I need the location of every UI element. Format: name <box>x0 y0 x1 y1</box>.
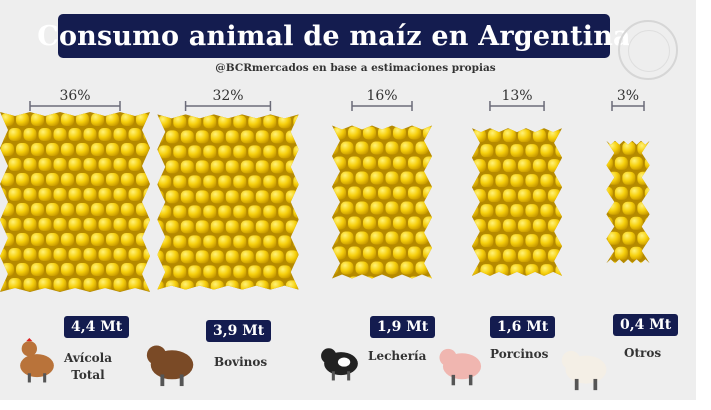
category-label-line: Bovinos <box>214 355 268 369</box>
corn-piece-2 <box>332 125 432 279</box>
title-banner: Consumo animal de maíz en Argentina <box>37 14 631 58</box>
seal-inner-ring <box>628 30 670 72</box>
category-label-line: Otros <box>624 346 662 360</box>
pct-bracket-1 <box>184 101 272 111</box>
category-label-line: Avícola <box>64 351 112 365</box>
pct-bracket-2 <box>351 101 413 111</box>
chicken-icon <box>20 338 54 383</box>
value-box: 1,9 Mt <box>370 316 436 338</box>
pct-bracket-0 <box>29 101 121 111</box>
pig-icon <box>439 348 482 386</box>
pct-label: 3% <box>617 88 639 104</box>
bcr-seal-logo <box>618 20 678 80</box>
category-label: Avícola Total <box>64 350 112 384</box>
pct-label: 32% <box>212 88 243 104</box>
category-label-line: Porcinos <box>490 347 549 361</box>
pct-label: 36% <box>59 88 90 104</box>
category-label: Lechería <box>368 348 426 365</box>
category-label-line: Lechería <box>368 349 427 363</box>
pets-icon <box>561 350 607 391</box>
pct-bracket-3 <box>489 101 545 111</box>
dairy-cow-icon <box>321 348 358 381</box>
corn-piece-0 <box>0 112 150 292</box>
pct-label: 13% <box>501 88 532 104</box>
cow-icon <box>146 345 194 387</box>
chart-subtitle: @BCRmercados en base a estimaciones prop… <box>215 62 496 74</box>
corn-piece-1 <box>157 114 299 290</box>
category-label: Bovinos <box>214 354 267 371</box>
pct-bracket-4 <box>611 101 645 111</box>
value-box: 0,4 Mt <box>613 314 679 336</box>
corn-piece-4 <box>606 140 650 264</box>
value-box: 4,4 Mt <box>64 316 130 338</box>
chart-title: Consumo animal de maíz en Argentina <box>37 20 631 52</box>
corn-piece-3 <box>471 128 563 276</box>
value-box: 3,9 Mt <box>206 320 272 342</box>
category-label-line: Total <box>71 368 105 382</box>
category-label: Porcinos <box>490 346 548 363</box>
value-box: 1,6 Mt <box>490 316 556 338</box>
pct-label: 16% <box>366 88 397 104</box>
category-label: Otros <box>624 345 661 362</box>
